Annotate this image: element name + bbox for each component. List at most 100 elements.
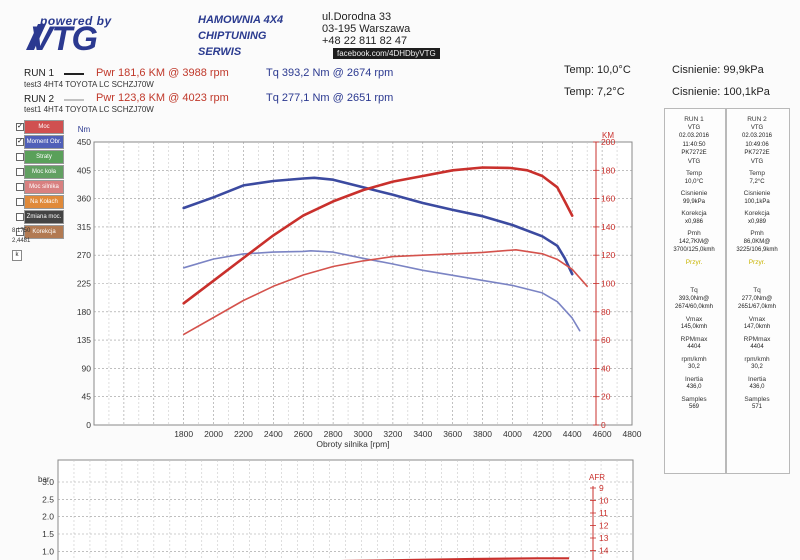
x-tick: 1800 <box>174 429 193 439</box>
info-value: Temp <box>749 170 765 177</box>
company-service-1: CHIPTUNING <box>198 30 267 42</box>
legend-checkbox[interactable] <box>16 153 24 161</box>
company-name: HAMOWNIA 4X4 <box>198 14 284 26</box>
series-line-3 <box>182 249 589 336</box>
info-value <box>668 276 720 284</box>
info-value: 4404 <box>750 344 764 350</box>
afr-y-tick-right: 14 <box>599 546 609 556</box>
logo-tagline: powered by <box>40 14 112 28</box>
run2-label: RUN 2 <box>24 94 55 105</box>
legend-toggle[interactable]: Zmiana moc. Ob. <box>24 210 64 232</box>
x-tick: 2400 <box>264 429 283 439</box>
legend-checkbox[interactable] <box>16 168 24 176</box>
series-line-1 <box>182 250 581 332</box>
info-value: 7,2°C <box>749 178 765 185</box>
afr-y-tick-left: 1.5 <box>42 529 54 539</box>
info-value: x0,986 <box>684 218 703 225</box>
info-value: 02.03.2016 <box>741 133 773 139</box>
y-tick-left: 360 <box>77 194 91 204</box>
y-axis-left-label: Nm <box>78 125 91 134</box>
y-tick-right: 160 <box>601 194 615 204</box>
info-value: Inertia <box>747 375 767 383</box>
y-tick-left: 225 <box>77 279 91 289</box>
side-k-button[interactable]: k <box>12 250 22 261</box>
info-column-run2: RUN 2 VTG 02.03.2016 10:49:06 PK7272E VTG Temp… <box>731 112 783 413</box>
info-value: Tq <box>753 287 761 294</box>
legend-checkbox[interactable] <box>16 198 24 206</box>
y-tick-left: 0 <box>86 420 91 430</box>
info-value: Pmh <box>687 230 701 237</box>
info-value: VTG <box>750 158 764 165</box>
info-value: 277,0Nm@ <box>741 295 773 302</box>
info-value: Samples <box>681 395 707 403</box>
run1-power: Pwr 181,6 KM @ 3988 rpm <box>96 67 229 79</box>
info-value: 4404 <box>687 344 701 350</box>
x-tick: 3200 <box>383 429 402 439</box>
y-axis-right-label: KM <box>602 131 614 140</box>
info-value: 99,9kPa <box>682 198 706 205</box>
info-value: 145,0kmh <box>680 324 708 330</box>
legend-checkbox[interactable]: ✓ <box>16 123 24 131</box>
y-tick-right: 140 <box>601 222 615 232</box>
afr-y-tick-left: 2.5 <box>42 494 54 504</box>
info-value: RUN 1 <box>684 116 704 123</box>
run2-pressure: Cisnienie: 100,1kPa <box>672 86 770 98</box>
x-tick: 4600 <box>593 429 612 439</box>
legend-toggle[interactable]: Korekcja <box>24 225 64 239</box>
info-value: RPMmax <box>680 335 708 343</box>
y-tick-right: 0 <box>601 420 606 430</box>
logo-swoosh-icon <box>26 24 46 50</box>
info-value <box>731 276 783 284</box>
y-tick-right: 100 <box>601 279 615 289</box>
legend-checkbox[interactable]: ✓ <box>16 138 24 146</box>
y-tick-right: 60 <box>601 335 611 345</box>
x-axis-label: Obroty silnika [rpm] <box>316 439 389 449</box>
info-value: Pmh <box>750 230 764 237</box>
legend-checkbox[interactable] <box>16 213 24 221</box>
run2-vehicle: test1 4HT4 TOYOTA LC SCHZJ70W <box>24 105 154 114</box>
y-tick-right: 200 <box>601 137 615 147</box>
afr-y-tick-left: 2.0 <box>42 512 54 522</box>
x-tick: 3600 <box>443 429 462 439</box>
legend-toggle[interactable]: Moc koła <box>24 165 64 179</box>
info-value: Korekcja <box>681 210 707 217</box>
run1-label: RUN 1 <box>24 68 55 79</box>
info-panel-run1 <box>664 108 726 474</box>
y-tick-right: 20 <box>601 392 611 402</box>
info-value: PK7272E <box>744 150 770 156</box>
afr-y-left-label: bar <box>38 475 50 484</box>
info-value: Cisnienie <box>743 190 771 197</box>
legend-toggle[interactable]: Moment Obr. <box>24 135 64 149</box>
info-value: Vmax <box>685 315 703 323</box>
facebook-link[interactable]: facebook.com/4DHDbyVTG <box>333 48 440 59</box>
company-service-2: SERWIS <box>198 46 242 58</box>
legend-checkbox[interactable] <box>16 183 24 191</box>
y-tick-right: 120 <box>601 250 615 260</box>
legend-toggle[interactable]: Straty <box>24 150 64 164</box>
info-value <box>731 267 783 275</box>
address-phone: +48 22 811 82 47 <box>322 35 408 47</box>
x-tick: 2800 <box>324 429 343 439</box>
x-tick: 2000 <box>204 429 223 439</box>
info-value: 2674/60,0kmh <box>674 304 714 310</box>
info-value: 147,0kmh <box>743 324 771 330</box>
address-street: ul.Dorodna 33 <box>322 11 392 23</box>
afr-y-tick-right: 13 <box>599 533 609 543</box>
info-value: Tq <box>690 287 698 294</box>
afr-boost-chart: 0.51.01.52.02.53.0barAFR9101112131415 <box>38 459 634 560</box>
info-value: 142,7KM@ <box>678 238 710 245</box>
legend-toggle[interactable]: Na Kołach <box>24 195 64 209</box>
legend-toggle[interactable]: Moc <box>24 120 64 134</box>
run2-temp: Temp: 7,2°C <box>564 86 625 98</box>
x-tick: 2200 <box>234 429 253 439</box>
legend-toggle[interactable]: Moc silnika <box>24 180 64 194</box>
afr-series-line-0 <box>340 557 570 560</box>
y-tick-right: 180 <box>601 165 615 175</box>
afr-y-tick-right: 15 <box>599 558 609 560</box>
x-tick: 3000 <box>354 429 373 439</box>
run2-torque: Tq 277,1 Nm @ 2651 rpm <box>266 92 394 104</box>
afr-y-tick-right: 10 <box>599 496 609 506</box>
legend-checkbox[interactable] <box>16 228 24 236</box>
afr-y-tick-left: 3.0 <box>42 477 54 487</box>
info-value: Vmax <box>748 315 766 323</box>
